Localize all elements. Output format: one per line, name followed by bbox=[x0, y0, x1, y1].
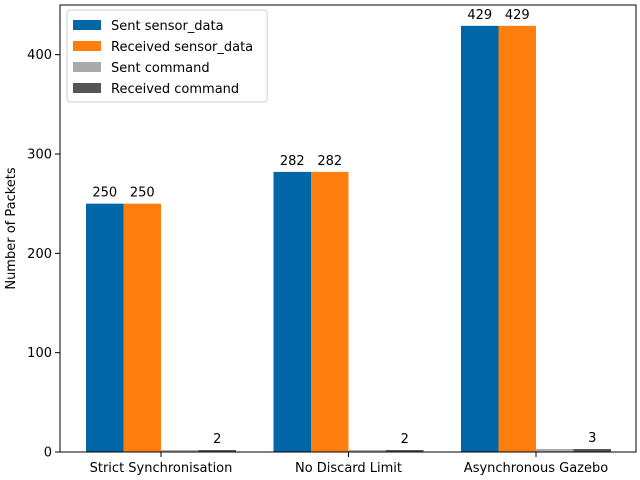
legend-swatch bbox=[73, 41, 101, 51]
legend-label: Received command bbox=[111, 82, 239, 97]
legend-swatch bbox=[73, 20, 101, 30]
data-label: 429 bbox=[505, 8, 530, 23]
y-axis-title: Number of Packets bbox=[4, 167, 19, 290]
data-label: 429 bbox=[467, 8, 492, 23]
bar-received-command-0 bbox=[198, 450, 236, 452]
bar-received-command-1 bbox=[386, 450, 424, 452]
legend: Sent sensor_data Received sensor_data Sent… bbox=[66, 9, 268, 103]
bar-received-sensor-data-0 bbox=[123, 203, 161, 452]
data-label: 282 bbox=[317, 154, 342, 169]
bars-layer bbox=[86, 25, 611, 453]
legend-label: Received sensor_data bbox=[111, 40, 253, 55]
bar-sent-command-2 bbox=[536, 449, 574, 452]
y-axis: 0 100 200 300 400 bbox=[27, 48, 60, 461]
legend-label: Sent sensor_data bbox=[111, 19, 224, 34]
x-tick-label: No Discard Limit bbox=[295, 461, 402, 476]
bar-sent-command-1 bbox=[348, 450, 386, 452]
bar-received-sensor-data-2 bbox=[498, 25, 536, 453]
bar-sent-sensor-data-0 bbox=[86, 203, 124, 452]
bar-received-command-2 bbox=[573, 449, 611, 452]
bar-sent-sensor-data-2 bbox=[461, 25, 499, 453]
bar-received-sensor-data-1 bbox=[311, 171, 349, 452]
y-tick-label: 100 bbox=[27, 346, 52, 361]
legend-swatch bbox=[73, 62, 101, 72]
data-label: 3 bbox=[588, 431, 596, 446]
y-tick-label: 200 bbox=[27, 247, 52, 262]
legend-box bbox=[66, 9, 268, 103]
y-tick-label: 400 bbox=[27, 48, 52, 63]
data-labels-layer: 250 250 2 282 282 2 429 429 3 bbox=[92, 8, 596, 447]
legend-label: Sent command bbox=[111, 61, 210, 76]
bar-sent-command-0 bbox=[161, 450, 199, 452]
bar-sent-sensor-data-1 bbox=[273, 171, 311, 452]
y-tick-label: 300 bbox=[27, 148, 52, 163]
data-label: 282 bbox=[280, 154, 305, 169]
data-label: 2 bbox=[213, 432, 221, 447]
x-tick-label: Asynchronous Gazebo bbox=[464, 461, 608, 476]
x-tick-label: Strict Synchronisation bbox=[90, 461, 233, 476]
y-tick-label: 0 bbox=[44, 446, 52, 461]
data-label: 2 bbox=[401, 432, 409, 447]
data-label: 250 bbox=[130, 186, 155, 201]
x-axis: Strict Synchronisation No Discard Limit As… bbox=[90, 452, 608, 476]
legend-swatch bbox=[73, 83, 101, 93]
data-label: 250 bbox=[92, 186, 117, 201]
